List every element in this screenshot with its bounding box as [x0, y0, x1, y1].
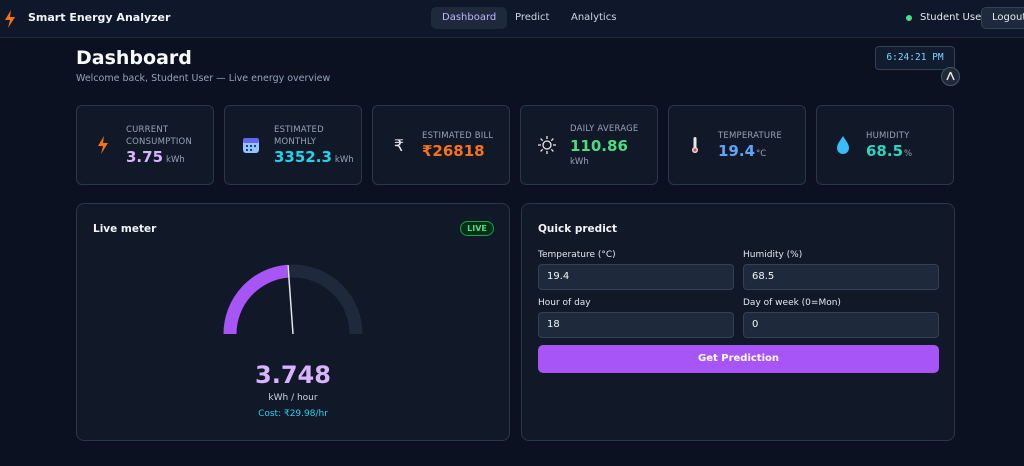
- stat-card: DAILY AVERAGE 110.86 kWh: [520, 105, 658, 185]
- card-value: 3352.3: [274, 148, 332, 166]
- live-meter-panel: Live meter LIVE 3.748 kWh / hour Cost: ₹…: [76, 203, 510, 441]
- live-badge: LIVE: [460, 221, 494, 236]
- card-unit: kWh: [334, 155, 354, 165]
- field-label: Temperature (°C): [538, 250, 616, 260]
- card-label: CURRENT CONSUMPTION: [126, 125, 193, 147]
- gauge: [223, 264, 363, 335]
- meter-unit: kWh / hour: [268, 393, 318, 403]
- status-dot: [906, 15, 912, 21]
- card-label: ESTIMATED BILL: [422, 131, 494, 141]
- field-label: Day of week (0=Mon): [743, 298, 841, 308]
- panel-title: Quick predict: [538, 223, 618, 235]
- card-label: ESTIMATED MONTHLY: [274, 125, 324, 147]
- stat-card: ESTIMATED MONTHLY 3352.3 kWh: [224, 105, 362, 185]
- stat-card: ₹ ESTIMATED BILL ₹26818: [372, 105, 510, 185]
- predict-button[interactable]: Get Prediction: [538, 345, 939, 373]
- brand: Smart Energy Analyzer: [28, 11, 171, 24]
- card-unit: kWh: [166, 155, 185, 165]
- card-icon: [685, 136, 705, 154]
- meter-value: 3.748: [255, 361, 331, 389]
- scroll-button[interactable]: [941, 67, 960, 86]
- logo-icon: [5, 10, 15, 28]
- card-label: DAILY AVERAGE: [570, 124, 639, 134]
- nav-tab[interactable]: Dashboard: [431, 7, 508, 29]
- field-label: Humidity (%): [743, 250, 803, 260]
- card-value: ₹26818: [422, 142, 485, 160]
- card-label: HUMIDITY: [866, 131, 910, 141]
- field-input[interactable]: 0: [743, 312, 939, 338]
- meter-cost: Cost: ₹29.98/hr: [258, 409, 328, 419]
- card-icon: [537, 136, 557, 154]
- field-input[interactable]: 18: [538, 312, 734, 338]
- field-input[interactable]: 68.5: [743, 264, 939, 290]
- nav-tab[interactable]: Analytics: [571, 12, 617, 23]
- card-unit: °C: [756, 149, 767, 159]
- card-value: 68.5: [866, 142, 904, 160]
- card-icon: [241, 136, 261, 154]
- nav-tab[interactable]: Predict: [515, 12, 550, 23]
- card-icon: [93, 136, 113, 154]
- stat-card: TEMPERATURE 19.4°C: [668, 105, 806, 185]
- card-icon: ₹: [393, 135, 405, 155]
- field-input[interactable]: 19.4: [538, 264, 734, 290]
- page-subtitle: Welcome back, Student User — Live energy…: [76, 73, 331, 84]
- user-name: Student User: [920, 12, 986, 23]
- clock: 6:24:21 PM: [875, 46, 955, 70]
- navbar: Smart Energy Analyzer Dashboard Predict …: [0, 0, 1024, 38]
- card-unit: %: [904, 149, 913, 159]
- card-value: 3.75: [126, 148, 164, 166]
- field-label: Hour of day: [538, 298, 591, 308]
- panel-title: Live meter: [93, 223, 157, 235]
- card-icon: [833, 136, 853, 154]
- card-value: 19.4: [718, 142, 756, 160]
- logout-button[interactable]: Logout: [981, 7, 1024, 29]
- card-unit: kWh: [570, 157, 589, 167]
- card-value: 110.86: [570, 137, 628, 155]
- page-title: Dashboard: [76, 47, 192, 69]
- card-label: TEMPERATURE: [718, 131, 782, 141]
- stat-card: CURRENT CONSUMPTION 3.75 kWh: [76, 105, 214, 185]
- stat-card: HUMIDITY 68.5%: [816, 105, 954, 185]
- quick-predict-panel: Quick predict Temperature (°C) 19.4 Humi…: [521, 203, 955, 441]
